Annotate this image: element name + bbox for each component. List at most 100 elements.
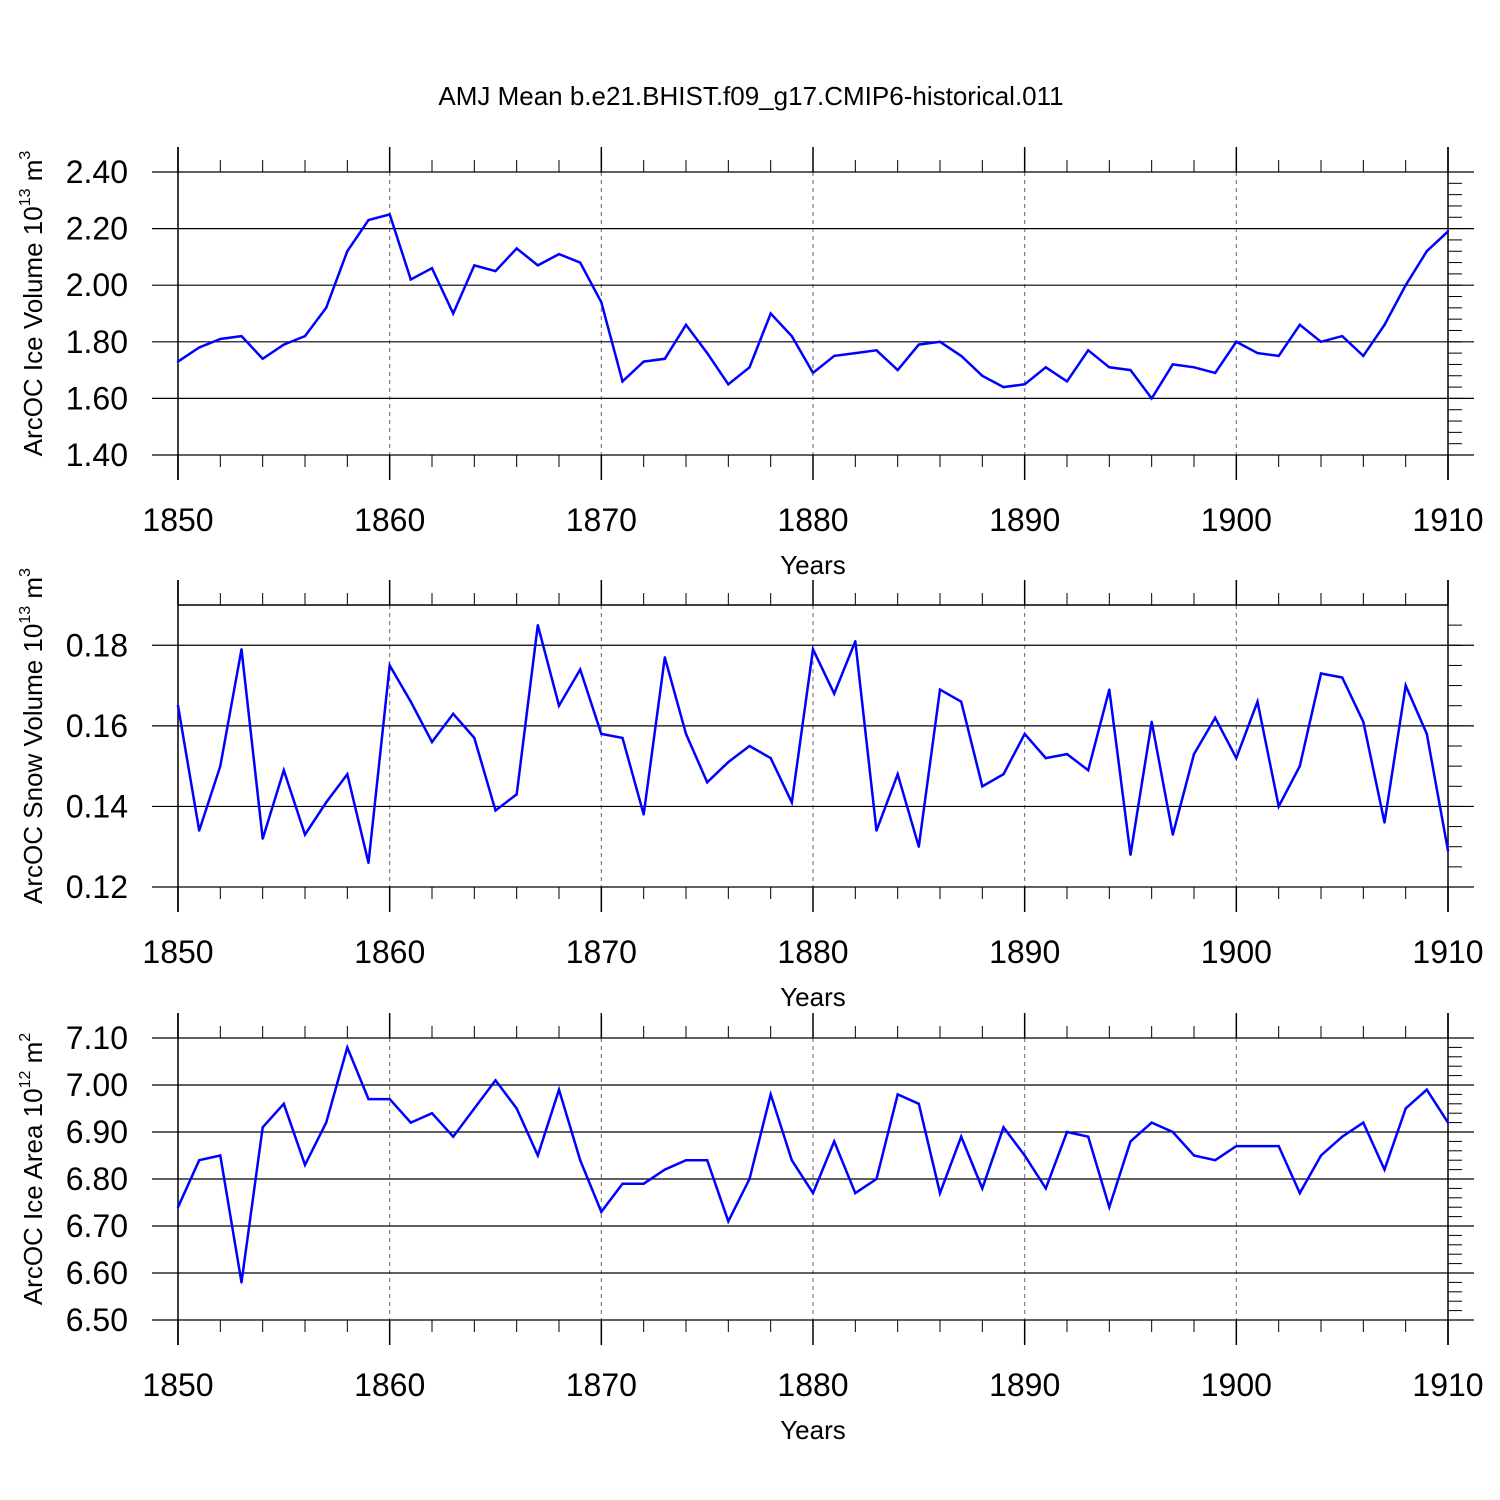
data-point — [1319, 340, 1323, 343]
y-tick-label: 6.90 — [66, 1114, 128, 1150]
data-point — [578, 1159, 582, 1162]
data-point — [1086, 768, 1090, 772]
data-point — [896, 368, 899, 372]
data-point — [303, 1163, 307, 1167]
data-point — [1277, 805, 1280, 808]
data-point — [1340, 676, 1344, 679]
data-point — [684, 732, 688, 736]
x-tick-label: 1890 — [989, 502, 1060, 538]
x-tick-label: 1910 — [1412, 502, 1483, 538]
data-point — [1362, 354, 1365, 358]
data-point — [578, 261, 582, 264]
data-point — [896, 773, 899, 776]
data-point — [1129, 853, 1132, 856]
data-point — [388, 213, 391, 216]
data-point — [367, 1097, 370, 1101]
data-point — [1298, 323, 1302, 327]
data-point — [684, 323, 688, 327]
data-point — [388, 664, 391, 667]
data-point — [176, 360, 180, 363]
data-point — [197, 1159, 201, 1162]
data-point — [1171, 363, 1175, 366]
data-point — [1235, 340, 1238, 343]
y-axis-title: ArcOC Ice Area 1012 m2 — [17, 1033, 48, 1305]
y-tick-label: 0.14 — [66, 788, 128, 824]
data-point — [1065, 380, 1069, 383]
y-axis-title-exponent: 2 — [17, 1033, 34, 1042]
data-point — [917, 343, 921, 346]
data-point — [1150, 1121, 1153, 1124]
data-point — [346, 773, 349, 776]
data-point — [811, 1191, 815, 1195]
x-axis-title: Years — [780, 550, 846, 580]
data-point — [536, 264, 540, 267]
data-point — [917, 845, 921, 848]
y-axis-title-part: ArcOC Ice Area 10 — [18, 1088, 48, 1305]
data-point — [494, 809, 497, 812]
data-point — [917, 1102, 921, 1106]
data-point — [938, 1191, 942, 1195]
data-point — [663, 1168, 667, 1171]
y-tick-label: 1.60 — [66, 380, 128, 416]
x-tick-label: 1850 — [142, 934, 213, 970]
series-line-ice-volume — [177, 212, 1449, 401]
y-tick-label: 1.40 — [66, 437, 128, 473]
y-tick-label: 2.40 — [66, 154, 128, 190]
data-point — [430, 1112, 434, 1115]
data-point — [769, 312, 772, 315]
data-point — [1065, 752, 1069, 756]
y-axis-title: ArcOC Ice Volume 1013 m3 — [17, 151, 48, 457]
data-point — [1108, 366, 1111, 369]
data-point — [1150, 397, 1153, 400]
data-point — [303, 334, 307, 338]
y-tick-label: 0.18 — [66, 627, 128, 663]
data-point — [1404, 284, 1407, 287]
data-point — [642, 360, 645, 363]
data-point — [684, 1159, 688, 1162]
data-point — [1446, 230, 1450, 233]
x-tick-label: 1870 — [566, 502, 637, 538]
data-point — [854, 351, 857, 355]
data-point — [790, 801, 794, 804]
data-point — [1213, 1159, 1217, 1162]
data-point — [769, 1093, 772, 1096]
data-point — [1277, 354, 1280, 358]
data-point — [494, 269, 497, 273]
data-point — [727, 760, 730, 764]
data-point — [1404, 1107, 1407, 1110]
data-point — [1340, 1135, 1344, 1138]
data-point — [896, 1093, 899, 1096]
data-point — [1086, 349, 1090, 352]
data-point — [430, 267, 434, 270]
y-axis-title-exponent: 12 — [17, 1071, 34, 1089]
data-point — [938, 688, 942, 691]
x-tick-label: 1860 — [354, 934, 425, 970]
y-axis-title-exponent: 3 — [17, 151, 34, 160]
x-tick-label: 1870 — [566, 934, 637, 970]
data-point — [1129, 368, 1132, 372]
data-point — [1383, 323, 1386, 327]
data-point — [748, 366, 751, 369]
data-point — [536, 1154, 540, 1157]
data-point — [959, 700, 963, 703]
y-axis-title-part: m — [18, 1042, 48, 1071]
data-point — [1319, 672, 1323, 675]
data-point — [430, 740, 434, 744]
x-tick-label: 1900 — [1201, 1367, 1272, 1403]
data-point — [557, 1088, 561, 1091]
data-point — [832, 692, 836, 695]
data-point — [854, 1191, 857, 1195]
data-point — [367, 218, 370, 222]
data-point — [240, 648, 243, 651]
data-point — [981, 374, 984, 377]
data-point — [1425, 732, 1429, 736]
data-point — [1213, 716, 1217, 719]
y-tick-label: 0.16 — [66, 708, 128, 744]
data-point — [790, 334, 794, 338]
chart-title: AMJ Mean b.e21.BHIST.f09_g17.CMIP6-histo… — [438, 81, 1063, 111]
data-point — [515, 793, 518, 796]
data-point — [1002, 1126, 1005, 1129]
data-point — [1298, 764, 1302, 768]
data-point — [1002, 773, 1005, 776]
data-point — [600, 300, 603, 304]
